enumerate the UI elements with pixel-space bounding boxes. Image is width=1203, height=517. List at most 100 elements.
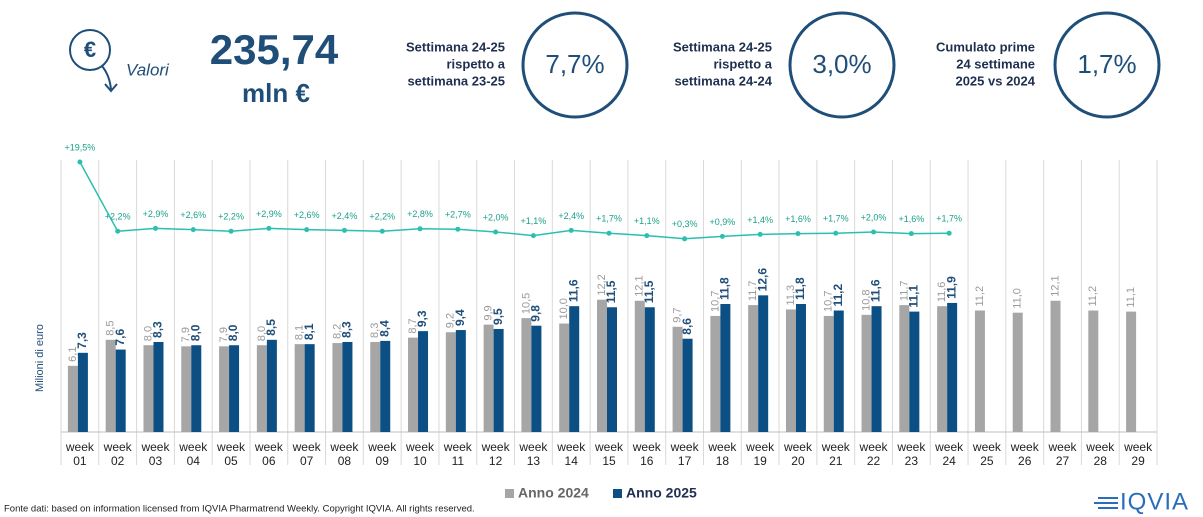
growth-label: +2,4% — [332, 211, 358, 221]
bar — [947, 302, 958, 432]
kpi-text: settimana 24-24 — [674, 73, 772, 88]
bar — [153, 341, 164, 432]
bar — [370, 341, 381, 432]
bar — [634, 300, 645, 432]
bar — [115, 349, 126, 432]
value-label: 8,5 — [105, 321, 117, 336]
value-label: 9,7 — [671, 307, 683, 322]
y-axis-label: Milioni di euro — [34, 324, 46, 392]
value-label: 11,8 — [793, 277, 807, 300]
bar — [67, 365, 78, 432]
bar — [521, 318, 532, 432]
value-label: 12,6 — [755, 268, 769, 292]
kpi-circle — [788, 11, 896, 119]
bar — [607, 307, 617, 432]
bar — [229, 345, 240, 432]
bar — [408, 337, 419, 432]
legend-swatch — [613, 489, 622, 498]
value-label: 8,3 — [369, 323, 381, 338]
x-tick-label: week 23 — [897, 440, 926, 468]
logo-stripes — [1094, 497, 1118, 509]
bar — [445, 332, 456, 432]
source: Fonte dati: based on information license… — [4, 504, 475, 515]
x-tick-label: week 20 — [783, 440, 812, 468]
growth-label: +2,7% — [445, 210, 471, 220]
x-tick-label: week 15 — [594, 440, 623, 468]
value-label: 11,2 — [974, 286, 986, 307]
growth-label: +2,6% — [294, 210, 320, 220]
x-tick-label: week 19 — [746, 440, 775, 468]
value-label: 11,7 — [898, 281, 910, 302]
x-tick-label: week 24 — [935, 440, 964, 468]
bar — [342, 341, 353, 432]
bar — [785, 309, 796, 432]
growth-point — [304, 227, 310, 233]
value-label: 8,0 — [256, 326, 268, 341]
kpi-value: 1,7% — [1077, 49, 1136, 79]
value-label: 8,1 — [294, 325, 306, 340]
growth-label: +1,4% — [747, 215, 773, 225]
value-label: 7,3 — [75, 332, 89, 349]
bar — [191, 345, 202, 432]
value-label: 8,2 — [331, 324, 343, 339]
bar — [720, 304, 731, 432]
bar — [1050, 300, 1061, 432]
value-label: 11,7 — [747, 281, 759, 302]
growth-point — [77, 159, 83, 165]
x-tick-label: week 13 — [519, 440, 548, 468]
value-label: 9,4 — [453, 309, 467, 326]
value-label: 11,0 — [1012, 288, 1024, 309]
value-label: 8,5 — [264, 319, 278, 336]
bar — [861, 314, 872, 432]
value-label: 8,1 — [302, 323, 316, 340]
bar — [597, 299, 607, 432]
x-tick-label: week 07 — [292, 440, 321, 468]
x-tick-label: week 06 — [254, 440, 283, 468]
x-tick-label: week 01 — [65, 440, 94, 468]
bar — [974, 310, 985, 432]
value-label: 11,1 — [907, 285, 921, 308]
bar — [899, 305, 910, 432]
growth-label: +1,1% — [521, 216, 547, 226]
icon-circle — [69, 29, 111, 71]
value-label: 11,6 — [936, 282, 948, 303]
value-label: 11,9 — [944, 276, 958, 299]
x-tick-label: week 10 — [406, 440, 435, 468]
growth-label: +2,0% — [861, 212, 887, 222]
growth-point — [757, 231, 763, 237]
growth-point — [908, 231, 914, 237]
value-label: 7,9 — [218, 327, 230, 342]
growth-point — [795, 231, 801, 237]
kpi-circle — [1053, 11, 1161, 119]
growth-point — [530, 233, 536, 239]
value-label: 11,8 — [718, 277, 732, 300]
x-tick-label: week 09 — [368, 440, 397, 468]
growth-point — [719, 233, 725, 239]
bar — [1126, 311, 1137, 432]
bar — [304, 344, 315, 432]
bar — [710, 315, 721, 432]
value-label: 10,7 — [823, 291, 835, 312]
growth-label: +2,6% — [180, 210, 206, 220]
growth-point — [228, 228, 234, 234]
bar — [833, 310, 844, 432]
bar — [1012, 312, 1023, 432]
x-tick-label: week 03 — [141, 440, 170, 468]
growth-label: +0,9% — [709, 217, 735, 227]
x-tick-label: week 11 — [443, 440, 472, 468]
header-label: Valori — [126, 60, 170, 79]
bar — [105, 339, 116, 432]
value-label: 12,1 — [634, 275, 646, 296]
bar — [143, 345, 154, 432]
bar — [644, 307, 655, 432]
growth-point — [266, 225, 272, 231]
growth-point — [871, 229, 877, 235]
header-value: 235,74 — [210, 26, 339, 73]
growth-point — [833, 230, 839, 236]
legend-swatch — [505, 489, 514, 498]
value-label: 9,8 — [529, 305, 543, 322]
x-tick-label: week 26 — [1010, 440, 1039, 468]
x-tick-label: week 18 — [708, 440, 737, 468]
growth-label: +2,4% — [558, 211, 584, 221]
x-tick-label: week 04 — [179, 440, 208, 468]
